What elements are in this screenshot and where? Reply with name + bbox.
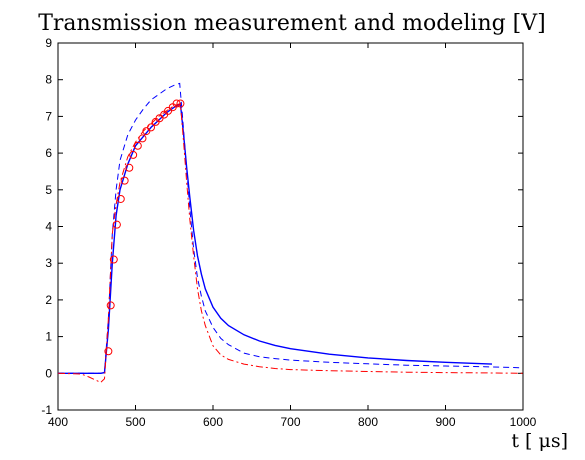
x-axis-label: t [ μs] [511, 430, 568, 452]
series-line-dashed [58, 82, 524, 374]
plot-area [57, 82, 524, 384]
chart-title: Transmission measurement and modeling [V… [38, 11, 546, 36]
series-line-dashdot [57, 102, 524, 384]
x-tick-label: 700 [280, 415, 300, 429]
y-tick-label: 3 [45, 256, 52, 270]
y-tick-label: 8 [45, 73, 52, 87]
measurement-marker [112, 220, 121, 229]
y-tick-label: 5 [45, 183, 52, 197]
measurement-marker [106, 301, 115, 310]
plot-frame [57, 42, 524, 411]
y-tick-label: 6 [45, 146, 52, 160]
x-tick-label: 500 [125, 415, 145, 429]
x-tick-label: 1000 [510, 415, 537, 429]
measurement-marker [147, 123, 155, 132]
measurement-marker [176, 99, 185, 108]
y-tick-label: 2 [45, 293, 52, 307]
measurement-marker [129, 150, 138, 159]
y-tick-label: 7 [45, 109, 52, 123]
y-tick-label: 0 [45, 366, 52, 380]
measurement-marker [120, 176, 129, 185]
x-tick-label: 400 [48, 415, 68, 429]
y-tick-label: 9 [45, 36, 52, 50]
measurement-marker [109, 255, 118, 264]
measurement-marker [104, 347, 113, 356]
y-tick-label: -1 [41, 403, 52, 417]
x-tick-label: 800 [358, 415, 378, 429]
y-tick-label: 4 [45, 220, 52, 234]
x-tick-label: 600 [203, 415, 223, 429]
series-line-solid [58, 102, 493, 374]
axis-ticks: 400 500 600 700 800 900 1000 -1 0 1 2 3 4 5 6 7 8 9 [41, 36, 536, 429]
x-tick-label: 900 [435, 415, 455, 429]
measurement-marker [133, 141, 142, 150]
measurement-marker [116, 194, 125, 203]
measurement-marker [172, 99, 181, 108]
measurement-marker [138, 134, 147, 143]
y-tick-label: 1 [45, 330, 52, 344]
measurement-marker [125, 163, 134, 172]
